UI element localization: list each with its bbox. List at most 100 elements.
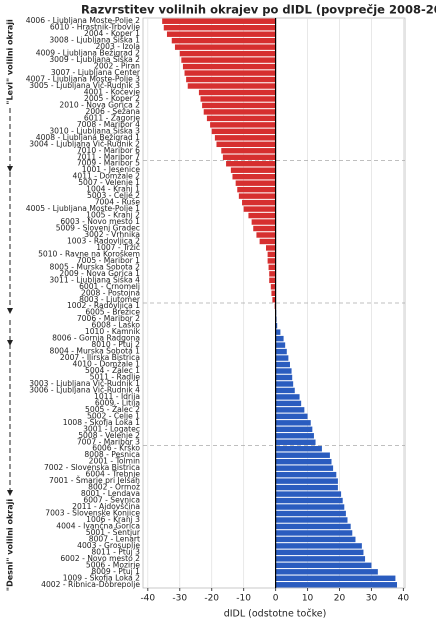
bar [275, 342, 286, 348]
y-tick-label: 6011 - Zagorje [84, 113, 140, 122]
bar [275, 452, 330, 458]
y-tick-label: 8003 - Ljutomer [79, 295, 141, 304]
bar [222, 154, 276, 160]
bar [271, 290, 276, 297]
y-tick-label: 5004 - Žalec 1 [85, 366, 140, 375]
bar [267, 251, 276, 258]
bar [275, 569, 378, 575]
bar [275, 394, 300, 400]
y-tick-label: 6008 - Laško [91, 321, 140, 330]
y-tick-label: 8002 - Ormož [88, 483, 140, 492]
y-tick-label: 6004 - Trebnje [86, 470, 141, 479]
bar [269, 277, 276, 284]
bar [275, 504, 345, 510]
bar [275, 361, 290, 368]
bar [210, 122, 276, 128]
y-tick-label: 1004 - Kranj 1 [86, 185, 140, 194]
y-tick-label: 8007 - Lenart [89, 534, 140, 543]
bar [275, 523, 351, 530]
y-tick-label: 7009 - Maribor 5 [77, 159, 140, 168]
y-tick-label: 7006 - Maribor 2 [77, 314, 140, 323]
y-tick-label: 2008 - Postojna [81, 288, 140, 297]
bar [179, 50, 276, 57]
bar [275, 562, 372, 569]
y-tick-label: 4008 - Ljubljana Bežigrad 1 [36, 133, 140, 142]
bar [275, 478, 338, 484]
y-tick-label: 6002 - Novo mesto 2 [60, 554, 140, 563]
y-tick-label: 2002 - Piran [94, 62, 140, 71]
x-tick-label: 30 [366, 594, 378, 604]
y-tick-label: 6001 - Črnomelj [79, 282, 140, 291]
y-tick-label: 4001 - Kočevje [84, 87, 141, 96]
y-tick-label: 1011 - Idrija [94, 392, 140, 401]
bar [270, 284, 276, 290]
bar [275, 517, 348, 523]
bar [251, 219, 276, 225]
bar [163, 24, 276, 31]
y-tick-label: 4003 - Grosuplje [77, 541, 140, 550]
y-tick-label: 7005 - Maribor 1 [77, 256, 140, 265]
y-tick-label: 1007 - Tržič [96, 243, 140, 252]
y-tick-label: 8005 - Murska Sobota 2 [50, 262, 141, 271]
bar [221, 148, 276, 154]
y-tick-label: 2011 - Ajdovščina [72, 502, 140, 511]
y-tick-label: 3006 - Ljubljana Vič-Rudnik 4 [29, 385, 140, 394]
y-tick-label: 4004 - Ivančna Gorica [56, 521, 140, 530]
x-tick-label: -40 [140, 594, 155, 604]
y-tick-label: 3004 - Ljubljana Vič-Rudnik 2 [29, 139, 140, 148]
bar [202, 102, 276, 109]
y-tick-label: 4005 - Ljubljana Moste-Polje 1 [26, 204, 140, 213]
y-tick-label: 6003 - Novo mesto 1 [60, 217, 140, 226]
y-tick-label: 1002 - Radovljica 1 [67, 301, 140, 310]
y-tick-label: 1010 - Kamnik [85, 327, 141, 336]
bar [181, 57, 276, 63]
y-tick-label: 2007 - Ilirska Bistrica [60, 353, 140, 362]
bar [242, 199, 276, 206]
y-tick-label: 8001 - Lendava [81, 489, 140, 498]
bar [259, 238, 276, 245]
bar [275, 413, 308, 420]
bar [232, 173, 276, 180]
y-tick-label: 7004 - Ruše [95, 198, 141, 207]
y-tick-label: 1001 - Jesenice [82, 165, 141, 174]
y-tick-label: 3002 - Vrhnika [84, 230, 140, 239]
y-tick-label: 3011 - Ljubljana Šiška 4 [49, 275, 140, 284]
y-tick-label: 1006 - Kranj 3 [86, 515, 140, 524]
bar [275, 484, 338, 491]
y-tick-label: 1009 - Škofja Loka 2 [63, 573, 140, 582]
bar [237, 186, 276, 193]
bar [198, 89, 276, 96]
y-tick-label: 7002 - Slovenska Bistrica [44, 463, 140, 472]
bar [275, 400, 302, 407]
bar [211, 128, 276, 135]
y-tick-label: 6005 - Brežice [85, 308, 140, 317]
bar [266, 245, 276, 251]
bar [200, 96, 276, 102]
bar [275, 439, 316, 445]
bar [226, 161, 276, 167]
bar [186, 76, 276, 83]
y-tick-label: 1003 - Radovljica 2 [67, 236, 140, 245]
bar [275, 374, 293, 381]
bar [275, 543, 362, 549]
bar [206, 115, 276, 122]
y-tick-label: 4002 - Ribnica-Dobrepolje [41, 580, 140, 589]
bar [171, 37, 276, 44]
bar [275, 420, 311, 426]
bar [162, 18, 276, 24]
y-tick-label: 3008 - Ljubljana Šiška 1 [49, 36, 140, 45]
y-tick-label: 2003 - Izola [95, 42, 140, 51]
bar [275, 335, 284, 342]
y-tick-label: 2009 - Nova Gorica 1 [59, 269, 140, 278]
bar [275, 329, 281, 335]
bar [256, 232, 276, 238]
y-tick-label: 4010 - Domžale 1 [73, 360, 141, 369]
y-tick-label: 2005 - Koper 2 [84, 94, 140, 103]
bar [275, 582, 398, 588]
y-tick-label: 6010 - Hrastnik-Trbovlje [50, 23, 140, 32]
annotation: "Levi" volilni okraji [6, 19, 15, 105]
x-tick-label: 10 [302, 594, 314, 604]
bar [275, 322, 278, 329]
bar [275, 446, 322, 452]
bar [269, 271, 276, 277]
